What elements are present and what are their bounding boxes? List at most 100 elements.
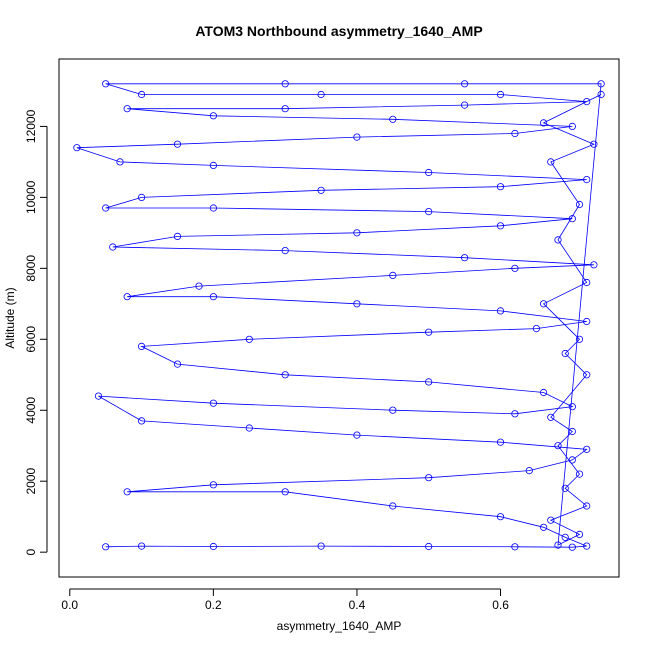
data-point [102, 80, 110, 88]
data-point [353, 229, 361, 237]
data-point [353, 431, 361, 439]
data-point [353, 133, 361, 141]
data-point [389, 406, 397, 414]
data-point [102, 204, 110, 212]
data-point [583, 98, 591, 106]
chart-title: ATOM3 Northbound asymmetry_1640_AMP [195, 23, 482, 39]
data-point [173, 232, 182, 240]
data-point [123, 488, 131, 496]
data-point [94, 392, 103, 400]
data-point [138, 90, 146, 99]
data-point [496, 222, 505, 230]
data-point [138, 542, 146, 550]
data-point [568, 215, 576, 223]
data-point [583, 371, 591, 379]
data-point [138, 193, 146, 201]
data-point [590, 261, 598, 269]
data-point [102, 543, 110, 551]
y-tick-label: 4000 [24, 397, 38, 424]
data-point [575, 200, 584, 209]
y-tick-label: 8000 [24, 255, 38, 282]
data-point [173, 360, 182, 368]
data-point [568, 122, 576, 131]
data-point [281, 80, 289, 88]
data-point [583, 445, 591, 453]
data-point [195, 282, 203, 290]
data-point [138, 417, 146, 425]
data-point [209, 112, 217, 120]
data-point [496, 438, 505, 446]
data-point [460, 254, 469, 262]
data-point [496, 90, 505, 99]
data-point [317, 90, 325, 99]
x-axis-label: asymmetry_1640_AMP [277, 619, 402, 633]
data-point [245, 335, 253, 343]
plot-frame [58, 58, 620, 578]
data-point [568, 456, 576, 464]
data-point [547, 413, 555, 421]
data-point [539, 523, 548, 531]
x-tick-label: 0.0 [61, 598, 78, 612]
data-point [597, 90, 605, 99]
data-point [317, 186, 325, 194]
data-point [511, 410, 519, 418]
data-point [245, 424, 253, 432]
data-point [389, 502, 397, 510]
data-point [425, 168, 433, 177]
data-point [425, 378, 433, 386]
x-tick-label: 0.6 [492, 598, 509, 612]
data-point [561, 533, 569, 541]
data-point [568, 543, 576, 551]
data-point [575, 335, 584, 343]
series-layer [73, 80, 605, 551]
y-tick-label: 0 [24, 549, 38, 556]
y-tick-label: 6000 [24, 326, 38, 353]
data-point [575, 530, 584, 539]
data-point [554, 236, 562, 244]
data-point [511, 543, 519, 551]
data-point [554, 541, 562, 549]
data-point [73, 144, 81, 152]
y-tick-label: 12000 [24, 109, 38, 143]
data-point [496, 183, 505, 191]
data-point [209, 204, 217, 212]
data-point [209, 161, 217, 169]
y-axis-label: Altitude (m) [3, 287, 17, 348]
data-point [389, 115, 397, 123]
data-point [547, 158, 555, 166]
data-point [583, 278, 591, 287]
y-axis: 0 2000 4000 6000 8000 10000 12000 [24, 109, 48, 556]
data-point [496, 513, 505, 521]
data-point [583, 542, 591, 550]
data-point [575, 470, 584, 478]
plot-area [58, 58, 620, 578]
data-point [123, 293, 131, 301]
data-point [209, 481, 217, 489]
data-point [511, 264, 519, 272]
data-point [583, 176, 591, 184]
data-point [460, 101, 469, 109]
series-line [76, 83, 602, 548]
data-point [173, 140, 182, 148]
data-point [123, 105, 131, 113]
data-point [561, 484, 569, 492]
data-point [209, 293, 217, 301]
data-point [425, 208, 433, 216]
x-axis: 0.0 0.2 0.4 0.6 [61, 588, 509, 612]
y-tick-label: 10000 [24, 180, 38, 214]
data-point [209, 399, 217, 407]
data-point [583, 502, 591, 510]
data-point [525, 466, 533, 475]
data-point [568, 427, 576, 436]
data-point [539, 119, 548, 127]
data-point [281, 105, 289, 113]
y-tick-label: 2000 [24, 468, 38, 495]
data-point [353, 300, 361, 308]
data-point [590, 140, 598, 148]
data-point [281, 488, 289, 496]
data-point [425, 474, 433, 482]
data-point [496, 307, 505, 315]
data-point [532, 324, 541, 333]
data-point [539, 300, 548, 308]
